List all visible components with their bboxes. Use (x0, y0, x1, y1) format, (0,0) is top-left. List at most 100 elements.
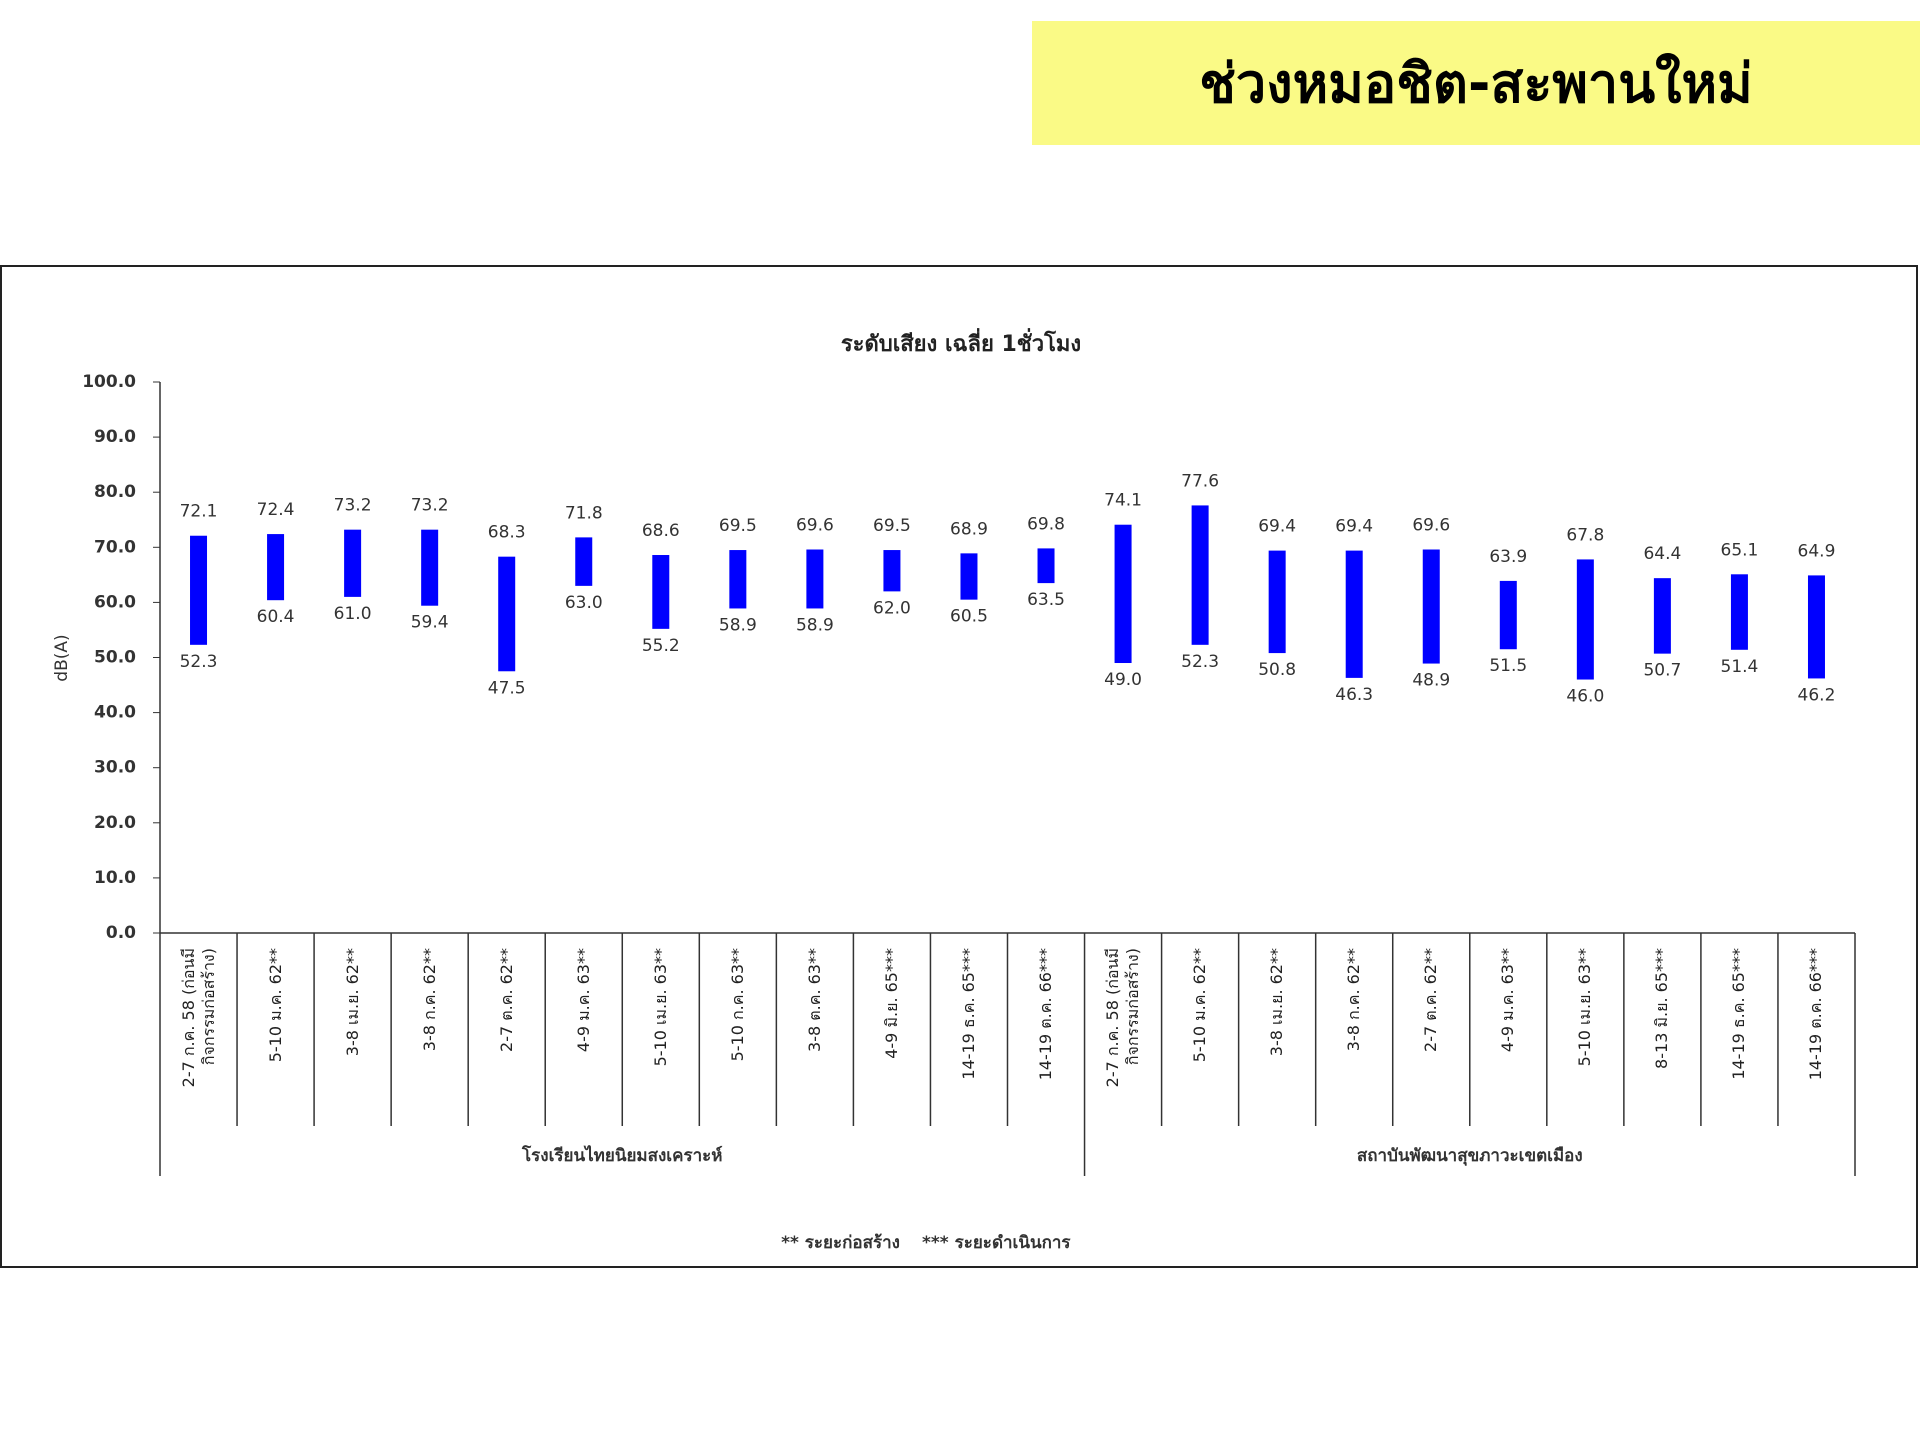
high-label: 64.9 (1798, 541, 1836, 561)
low-label: 62.0 (873, 598, 911, 618)
range-bar (960, 553, 978, 600)
y-tick-label: 100.0 (82, 372, 136, 392)
chart-title: ระดับเสียง เฉลี่ย 1ชั่วโมง (841, 327, 1081, 357)
y-tick-label: 0.0 (106, 923, 136, 943)
footnote: *** ระยะดำเนินการ (922, 1233, 1071, 1253)
range-bar (729, 550, 747, 609)
group-label: โรงเรียนไทยนิยมสงเคราะห์ (521, 1145, 722, 1166)
x-tick-label: 14-19 ธ.ค. 65*** (958, 948, 978, 1080)
high-label: 64.4 (1643, 544, 1681, 564)
group-label: สถาบันพัฒนาสุขภาวะเขตเมือง (1357, 1145, 1583, 1166)
high-label: 72.4 (257, 500, 295, 520)
high-label: 69.6 (1412, 516, 1450, 536)
low-label: 46.0 (1566, 687, 1604, 707)
high-label: 69.6 (796, 516, 834, 536)
low-label: 46.3 (1335, 685, 1373, 705)
low-label: 55.2 (642, 636, 680, 656)
low-label: 50.7 (1643, 661, 1681, 681)
high-label: 68.6 (642, 521, 680, 541)
low-label: 49.0 (1104, 670, 1142, 690)
high-label: 69.4 (1335, 517, 1373, 537)
x-tick-label: 14-19 ต.ค. 66*** (1806, 948, 1826, 1081)
range-bar (1037, 548, 1055, 584)
range-bar (575, 537, 593, 586)
high-label: 69.5 (873, 516, 911, 536)
range-bar (1730, 574, 1748, 650)
high-label: 67.8 (1566, 525, 1604, 545)
high-label: 69.8 (1027, 514, 1065, 534)
x-tick-label: 4-9 ม.ค. 63** (1498, 948, 1518, 1053)
high-label: 73.2 (334, 496, 372, 516)
high-label: 71.8 (565, 503, 603, 523)
x-tick-label: 4-9 ม.ค. 63** (573, 948, 593, 1053)
x-tick-label: 14-19 ต.ค. 66*** (1036, 948, 1056, 1081)
low-label: 47.5 (488, 678, 526, 698)
x-tick-label: 3-8 ก.ค. 62** (1344, 948, 1364, 1052)
range-bar (421, 529, 439, 606)
low-label: 46.2 (1798, 685, 1836, 705)
range-bar (1499, 580, 1517, 650)
high-label: 68.3 (488, 523, 526, 543)
range-bar (1268, 550, 1286, 654)
low-label: 60.4 (257, 607, 295, 627)
page-title: ช่วงหมอชิต-สะพานใหม่ (1032, 21, 1920, 145)
range-bar (1114, 524, 1132, 664)
range-bar (1653, 578, 1671, 654)
range-bar (1191, 505, 1209, 645)
y-tick-label: 10.0 (94, 868, 136, 888)
low-label: 51.5 (1489, 656, 1527, 676)
low-label: 51.4 (1721, 657, 1759, 677)
chart-frame (0, 265, 1918, 1268)
range-bar (1807, 575, 1825, 679)
y-tick-label: 40.0 (94, 703, 136, 723)
x-tick-label: 5-10 เม.ย. 63** (650, 948, 670, 1067)
high-label: 72.1 (180, 502, 218, 522)
low-label: 48.9 (1412, 671, 1450, 691)
range-bar (1422, 549, 1440, 664)
high-label: 65.1 (1721, 540, 1759, 560)
low-label: 63.5 (1027, 590, 1065, 610)
range-bar (344, 529, 362, 597)
high-label: 77.6 (1181, 471, 1219, 491)
high-label: 69.5 (719, 516, 757, 536)
range-bar (498, 556, 516, 672)
range-bar (652, 555, 670, 629)
low-label: 61.0 (334, 604, 372, 624)
y-tick-label: 80.0 (94, 482, 136, 502)
y-tick-label: 90.0 (94, 427, 136, 447)
x-tick-label: 5-10 ม.ค. 62** (1190, 948, 1210, 1063)
x-tick-label: 3-8 เม.ย. 62** (342, 948, 362, 1057)
x-tick-label: 2-7 ต.ค. 62** (496, 948, 516, 1052)
y-tick-label: 30.0 (94, 758, 136, 778)
x-tick-label: 5-10 ก.ค. 63** (727, 948, 747, 1062)
high-label: 68.9 (950, 519, 988, 539)
x-tick-label: 5-10 ม.ค. 62** (265, 948, 285, 1063)
y-tick-label: 50.0 (94, 648, 136, 668)
high-label: 63.9 (1489, 547, 1527, 567)
y-tick-label: 20.0 (94, 813, 136, 833)
x-tick-label: 4-9 มิ.ย. 65*** (881, 948, 901, 1059)
x-tick-label: 2-7 ก.ค. 58 (ก่อนมีกิจกรรมก่อสร้าง) (178, 948, 218, 1088)
low-label: 60.5 (950, 607, 988, 627)
range-bar (1345, 550, 1363, 678)
range-bar (267, 534, 285, 601)
x-tick-label: 3-8 เม.ย. 62** (1267, 948, 1287, 1057)
x-tick-label: 2-7 ต.ค. 62** (1421, 948, 1441, 1052)
y-axis-label: dB(A) (52, 634, 72, 681)
low-label: 52.3 (1181, 652, 1219, 672)
range-bar (883, 550, 901, 592)
x-tick-label: 5-10 เม.ย. 63** (1575, 948, 1595, 1067)
y-tick-label: 60.0 (94, 592, 136, 612)
high-label: 73.2 (411, 496, 449, 516)
range-bar (1576, 559, 1594, 680)
low-label: 58.9 (719, 615, 757, 635)
footnote: ** ระยะก่อสร้าง (781, 1233, 900, 1253)
low-label: 59.4 (411, 613, 449, 633)
range-bar (190, 535, 208, 645)
low-label: 50.8 (1258, 660, 1296, 680)
x-tick-label: 3-8 ต.ค. 63** (804, 948, 824, 1052)
low-label: 52.3 (180, 652, 218, 672)
high-label: 74.1 (1104, 491, 1142, 511)
x-tick-label: 2-7 ก.ค. 58 (ก่อนมีกิจกรรมก่อสร้าง) (1103, 948, 1143, 1088)
